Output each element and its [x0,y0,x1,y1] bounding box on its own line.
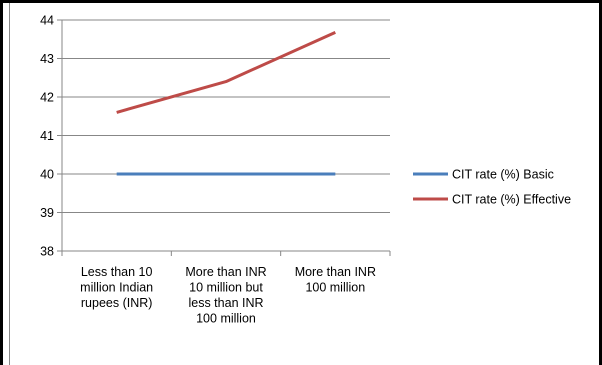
y-tick-label: 40 [40,168,54,182]
legend-label: CIT rate (%) Effective [452,193,571,207]
frame-right-border [599,0,602,365]
legend-label: CIT rate (%) Basic [452,168,554,182]
x-tick-label: More than INR 100 million [295,265,376,295]
y-tick-label: 44 [40,14,54,28]
y-tick-label: 42 [40,91,54,105]
frame-left-border [0,0,3,365]
frame-top-border [0,0,602,3]
y-tick-label: 43 [40,52,54,66]
series-line [116,30,336,114]
x-tick-label: Less than 10 million Indian rupees (INR) [80,265,153,310]
frame-inner-border [9,3,10,365]
y-tick-label: 39 [40,206,54,220]
x-tick-label: More than INR 10 million but less than INR… [185,265,266,326]
y-tick-label: 41 [40,129,54,143]
y-tick-label: 38 [40,245,54,259]
